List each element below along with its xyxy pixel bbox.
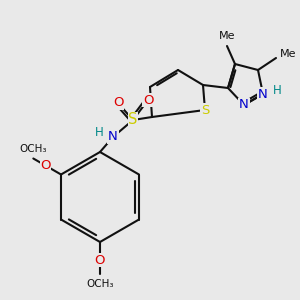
Text: Me: Me <box>280 49 296 59</box>
Text: H: H <box>273 85 281 98</box>
Text: S: S <box>201 103 209 116</box>
Text: H: H <box>94 125 103 139</box>
Text: Me: Me <box>219 31 235 41</box>
Text: OCH₃: OCH₃ <box>86 279 114 289</box>
Text: O: O <box>40 159 51 172</box>
Text: O: O <box>143 94 153 106</box>
Text: O: O <box>113 97 123 110</box>
Text: S: S <box>128 112 138 128</box>
Text: N: N <box>258 88 268 100</box>
Text: OCH₃: OCH₃ <box>20 143 47 154</box>
Text: N: N <box>239 98 249 112</box>
Text: O: O <box>95 254 105 266</box>
Text: N: N <box>108 130 118 143</box>
